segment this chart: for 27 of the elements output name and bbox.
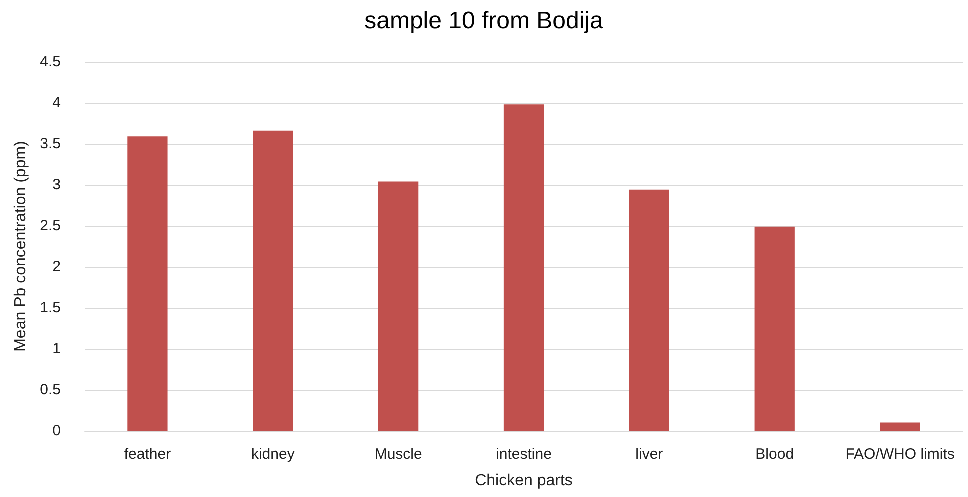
y-tick-label: 1 (52, 340, 61, 358)
bar (880, 422, 920, 431)
x-axis-title: Chicken parts (475, 472, 573, 490)
y-tick-label: 0.5 (40, 382, 61, 398)
bar (504, 104, 544, 431)
chart-title: sample 10 from Bodija (364, 8, 604, 34)
x-tick-label: Blood (756, 446, 794, 463)
x-tick-label: FAO/WHO limits (846, 446, 955, 463)
y-tick-label: 3 (52, 176, 61, 194)
x-tick-label: kidney (251, 446, 296, 463)
y-tick-label: 2.5 (40, 218, 61, 234)
x-tick-label: feather (124, 446, 172, 463)
y-tick-label: 3.5 (40, 136, 61, 152)
y-tick-label: 4 (52, 94, 61, 112)
y-tick-label: 1.5 (40, 300, 61, 316)
x-tick-label: intestine (496, 446, 552, 463)
y-tick-label: 0 (52, 422, 61, 440)
x-tick-label: liver (636, 446, 664, 463)
x-tick-label: Muscle (374, 446, 422, 463)
bar (378, 182, 419, 431)
bar (128, 136, 168, 431)
bar (754, 226, 795, 431)
y-tick-label: 2 (52, 258, 61, 276)
bar (253, 130, 294, 431)
y-axis-title: Mean Pb concentration (ppm) (12, 141, 30, 352)
bar (629, 190, 670, 431)
y-tick-label: 4.5 (40, 54, 61, 70)
